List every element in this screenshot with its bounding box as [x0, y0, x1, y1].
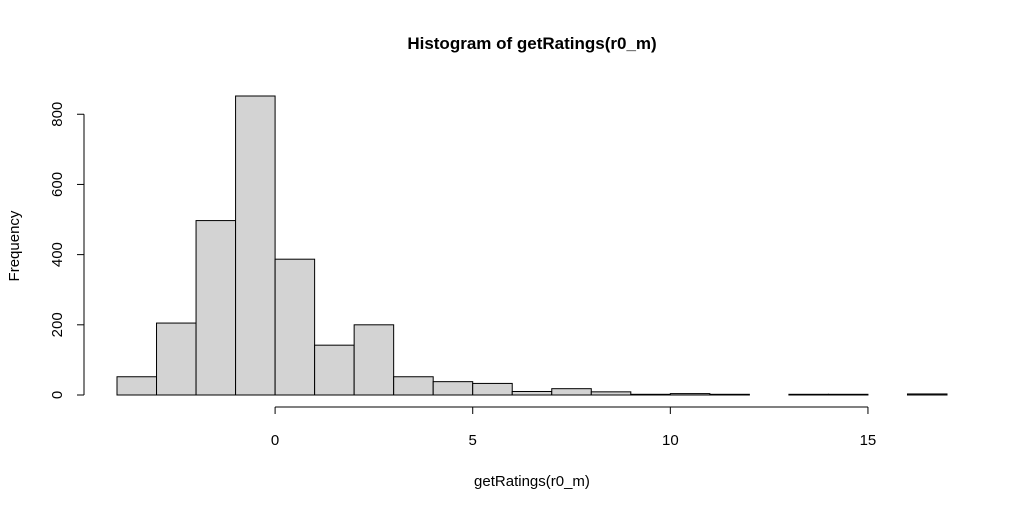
histogram-bar: [551, 388, 592, 396]
chart-title: Histogram of getRatings(r0_m): [407, 34, 656, 53]
histogram-bar: [432, 381, 474, 396]
histogram-bar: [669, 393, 711, 396]
histogram-bar: [788, 393, 829, 396]
y-tick-label: 800: [49, 102, 66, 127]
histogram-bar: [235, 95, 276, 396]
histogram-bar: [827, 393, 869, 396]
x-axis-label: getRatings(r0_m): [474, 473, 590, 490]
histogram-bar: [630, 393, 671, 396]
histogram-bar: [353, 324, 395, 396]
histogram-bar: [472, 382, 513, 396]
y-tick-label: 400: [49, 242, 66, 267]
histogram-bar: [156, 322, 197, 396]
histogram-bar: [709, 393, 750, 396]
x-tick-label: 5: [469, 432, 477, 449]
histogram-bar: [195, 220, 237, 396]
x-axis: 0 5 10 15: [271, 406, 877, 449]
bars-group: [116, 95, 948, 396]
x-tick-label: 0: [271, 432, 279, 449]
x-tick-label: 15: [860, 432, 877, 449]
histogram-bar: [511, 390, 553, 396]
histogram-bar: [590, 391, 632, 396]
histogram-bar: [393, 376, 434, 396]
histogram-bar: [906, 393, 948, 396]
y-tick-label: 200: [49, 312, 66, 337]
histogram-bar: [314, 344, 355, 396]
x-tick-label: 10: [662, 432, 679, 449]
y-tick-label: 600: [49, 172, 66, 197]
y-tick-label: 0: [49, 391, 66, 399]
histogram-bar: [274, 258, 316, 396]
y-axis-label: Frequency: [6, 210, 23, 281]
y-axis: 0 200 400 600 800: [49, 102, 85, 399]
histogram-bar: [116, 376, 158, 396]
